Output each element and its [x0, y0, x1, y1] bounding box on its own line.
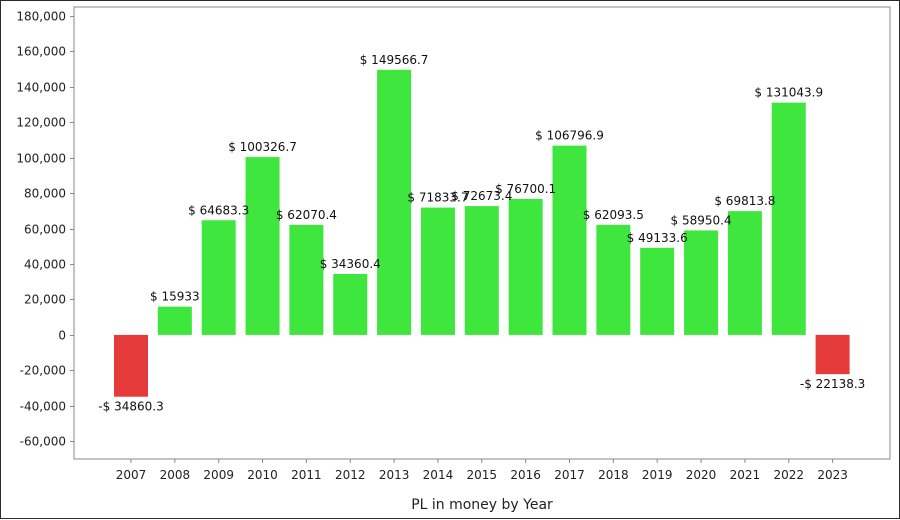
x-tick-label: 2010 [247, 468, 278, 482]
y-tick-label: -60,000 [20, 435, 66, 449]
bar [289, 224, 324, 335]
data-label: $ 71833.7 [407, 191, 468, 205]
bar [684, 230, 719, 335]
bar [727, 211, 762, 335]
x-tick-label: 2021 [730, 468, 761, 482]
data-label: $ 131043.9 [754, 86, 823, 100]
data-labels: -$ 34860.3 $ 15933 $ 64683.3 $ 100326.7 $ 62… [98, 53, 865, 414]
y-tick-label: 20,000 [24, 293, 66, 307]
data-label: $ 34360.4 [320, 257, 381, 271]
x-tick-label: 2023 [817, 468, 848, 482]
data-label: -$ 22138.3 [800, 377, 865, 391]
bar [815, 334, 850, 375]
data-label: $ 62070.4 [276, 208, 337, 222]
x-tick-label: 2017 [554, 468, 585, 482]
x-tick-label: 2014 [423, 468, 454, 482]
bar [596, 224, 631, 335]
data-label: $ 58950.4 [671, 213, 732, 227]
data-label: $ 64683.3 [188, 203, 249, 217]
y-tick-label: 140,000 [16, 81, 66, 95]
bar [771, 102, 806, 335]
y-tick-label: 160,000 [16, 45, 66, 59]
x-tick-label: 2016 [510, 468, 541, 482]
bar [508, 198, 543, 335]
x-tick-label: 2019 [642, 468, 673, 482]
y-tick-label: 100,000 [16, 152, 66, 166]
y-tick-label: 80,000 [24, 187, 66, 201]
y-tick-label: -40,000 [20, 400, 66, 414]
data-label: $ 49133.6 [627, 231, 688, 245]
x-tick-label: 2008 [160, 468, 191, 482]
data-label: $ 106796.9 [535, 129, 604, 143]
x-axis-title: PL in money by Year [411, 497, 553, 513]
y-tick-labels: 180,000 160,000 140,000 120,000 100,000 80,00… [16, 10, 66, 449]
bar [552, 145, 587, 335]
x-tick-label: 2012 [335, 468, 366, 482]
x-tick-label: 2018 [598, 468, 629, 482]
y-tick-label: -20,000 [20, 364, 66, 378]
data-label: $ 76700.1 [495, 182, 556, 196]
data-label: $ 15933 [150, 290, 200, 304]
data-label: $ 149566.7 [360, 53, 429, 67]
data-label: $ 72673.4 [451, 189, 512, 203]
y-tick-label: 180,000 [16, 10, 66, 24]
bar [377, 69, 412, 335]
x-tick-label: 2022 [773, 468, 804, 482]
y-tick-label: 0 [58, 329, 66, 343]
x-tick-label: 2009 [203, 468, 234, 482]
bar [245, 157, 280, 335]
bar [464, 206, 499, 335]
y-tick-label: 120,000 [16, 116, 66, 130]
x-tick-labels: 2007 2008 2009 2010 2011 2012 2013 2014 2015 2016… [116, 468, 848, 482]
bar [201, 220, 236, 335]
bar [420, 207, 455, 335]
bar [114, 334, 148, 397]
bar [333, 274, 368, 335]
x-tick-label: 2011 [291, 468, 322, 482]
data-label: $ 69813.8 [714, 194, 775, 208]
x-tick-label: 2020 [686, 468, 717, 482]
bar [640, 247, 675, 335]
x-tick-label: 2013 [379, 468, 410, 482]
x-tick-label: 2015 [467, 468, 498, 482]
y-tick-label: 60,000 [24, 223, 66, 237]
data-label: $ 62093.5 [583, 208, 644, 222]
data-label: -$ 34860.3 [98, 400, 163, 414]
y-tick-label: 40,000 [24, 258, 66, 272]
x-tick-label: 2007 [116, 468, 147, 482]
data-label: $ 100326.7 [228, 140, 297, 154]
bars [114, 69, 850, 397]
bar [157, 306, 192, 335]
